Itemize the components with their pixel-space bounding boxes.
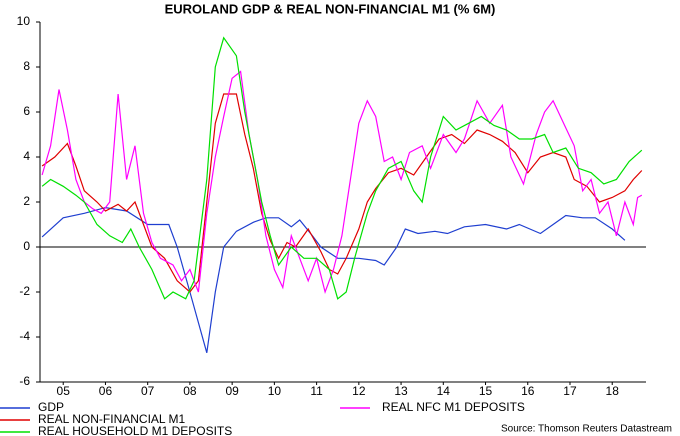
y-tick-label: 0 bbox=[23, 239, 30, 253]
x-tick-label: 17 bbox=[563, 384, 577, 398]
x-tick-label: 15 bbox=[479, 384, 493, 398]
series-line bbox=[41, 93, 643, 293]
y-tick-label: -6 bbox=[19, 374, 30, 388]
x-tick-label: 13 bbox=[394, 384, 408, 398]
x-tick-label: 10 bbox=[268, 384, 282, 398]
x-tick-label: 11 bbox=[310, 384, 323, 398]
y-tick-label: 8 bbox=[23, 59, 30, 73]
x-tick-label: 06 bbox=[99, 384, 113, 398]
y-tick-label: -2 bbox=[19, 284, 30, 298]
x-tick-label: 16 bbox=[521, 384, 535, 398]
series-line bbox=[41, 36, 643, 300]
legend-label: REAL HOUSEHOLD M1 DEPOSITS bbox=[38, 424, 232, 436]
series-line bbox=[41, 206, 626, 353]
y-tick-label: 6 bbox=[23, 104, 30, 118]
source-note: Source: Thomson Reuters Datastream bbox=[501, 424, 672, 435]
legend-label: GDP bbox=[38, 400, 64, 414]
y-tick-label: 4 bbox=[23, 149, 30, 163]
x-tick-label: 14 bbox=[437, 384, 451, 398]
x-tick-label: 09 bbox=[225, 384, 239, 398]
x-tick-label: 08 bbox=[183, 384, 197, 398]
legend-label: REAL NFC M1 DEPOSITS bbox=[382, 400, 525, 414]
series-line bbox=[41, 70, 643, 295]
chart-title: EUROLAND GDP & REAL NON-FINANCIAL M1 (% … bbox=[165, 1, 496, 16]
x-tick-label: 05 bbox=[57, 384, 71, 398]
y-tick-label: 2 bbox=[23, 194, 30, 208]
y-tick-label: 10 bbox=[17, 14, 31, 28]
x-tick-label: 12 bbox=[352, 384, 366, 398]
x-tick-label: 18 bbox=[606, 384, 620, 398]
y-tick-label: -4 bbox=[19, 329, 30, 343]
legend-label: REAL NON-FINANCIAL M1 bbox=[38, 412, 185, 426]
x-tick-label: 07 bbox=[141, 384, 155, 398]
